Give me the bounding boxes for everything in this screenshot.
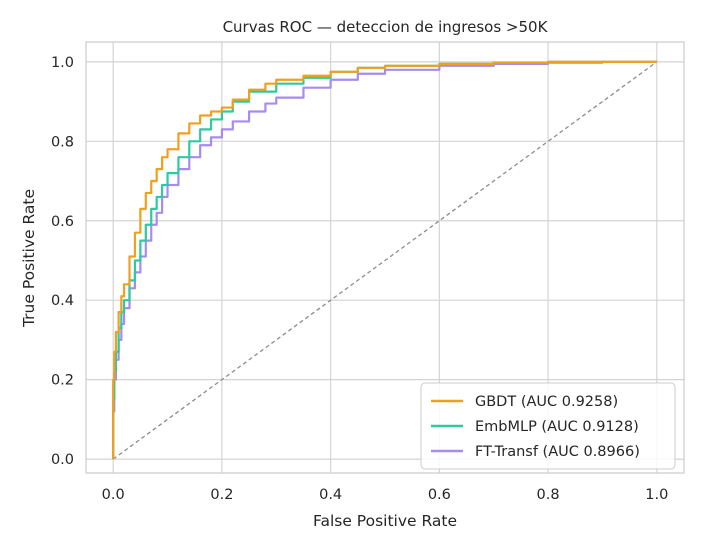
y-tick-label: 0.6 bbox=[51, 214, 74, 230]
x-tick-label: 0.0 bbox=[102, 487, 125, 503]
legend-entry: EmbMLP (AUC 0.9128) bbox=[475, 419, 639, 435]
y-tick-label: 0.0 bbox=[51, 452, 74, 468]
x-tick-label: 0.6 bbox=[428, 487, 451, 503]
x-axis-label: False Positive Rate bbox=[313, 512, 457, 530]
y-tick-label: 0.2 bbox=[51, 373, 74, 389]
plot-frame bbox=[85, 41, 685, 474]
legend: GBDT (AUC 0.9258) EmbMLP (AUC 0.9128) FT-T… bbox=[420, 382, 676, 470]
legend-box bbox=[420, 382, 676, 470]
plot-area: 0.0 0.2 0.4 0.6 0.8 1.0 0.0 0.2 0.4 0.6 0.8 1.0 bbox=[51, 41, 685, 503]
chart-title: Curvas ROC — deteccion de ingresos >50K bbox=[223, 18, 549, 36]
x-tick-label: 0.2 bbox=[210, 487, 233, 503]
y-tick-label: 0.8 bbox=[51, 134, 74, 150]
y-tick-label: 1.0 bbox=[51, 55, 74, 71]
legend-entry: FT-Transf (AUC 0.8966) bbox=[475, 444, 640, 460]
x-tick-label: 1.0 bbox=[645, 487, 668, 503]
gbdt-roc-line bbox=[112, 60, 657, 460]
diagonal-reference-line bbox=[112, 61, 658, 460]
x-tick-label: 0.8 bbox=[537, 487, 560, 503]
y-axis-label: True Positive Rate bbox=[20, 189, 38, 328]
y-tick-label: 0.4 bbox=[51, 293, 74, 309]
x-tick-label: 0.4 bbox=[319, 487, 342, 503]
legend-entry: GBDT (AUC 0.9258) bbox=[475, 394, 618, 410]
